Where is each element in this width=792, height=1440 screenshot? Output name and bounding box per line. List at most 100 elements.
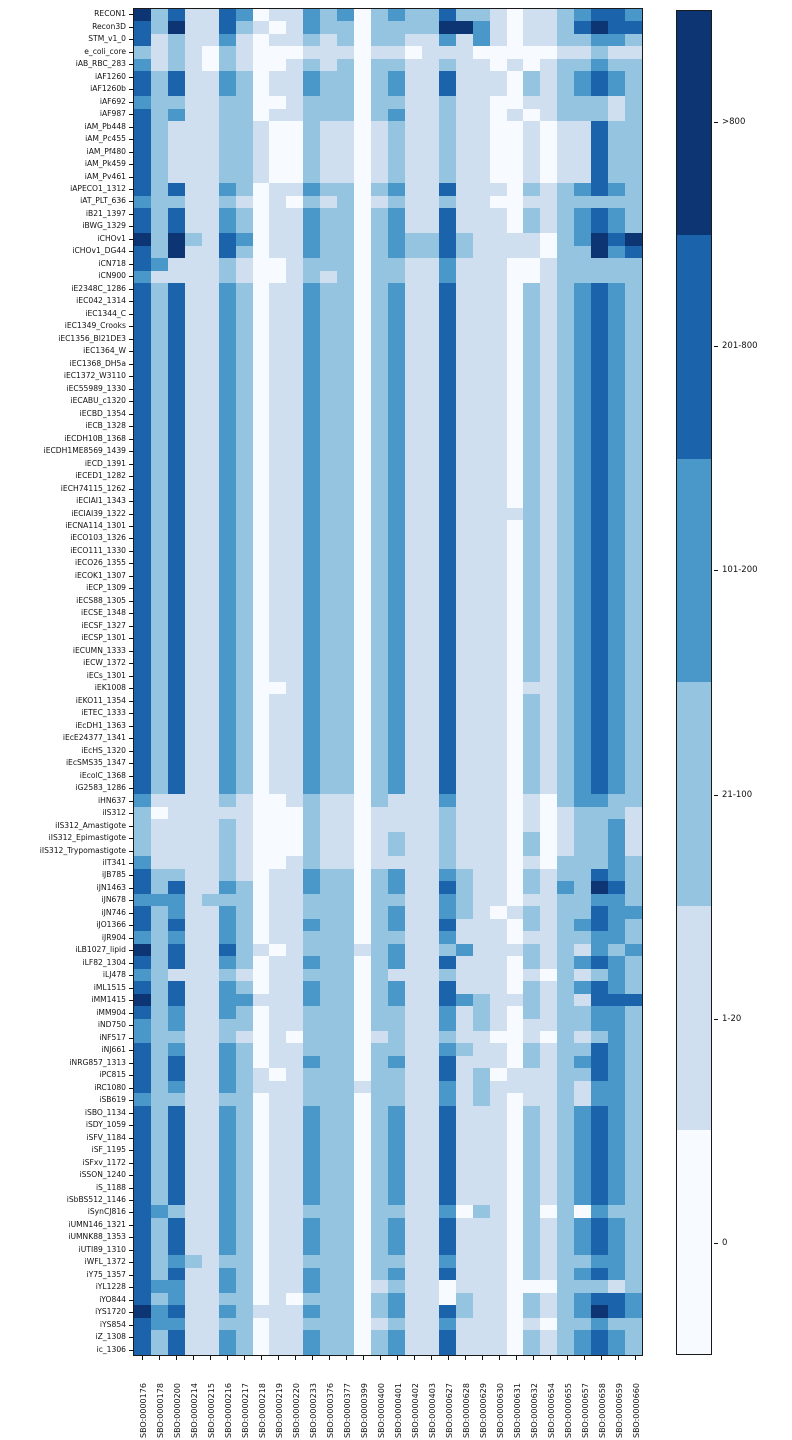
heatmap-cell xyxy=(455,582,473,595)
heatmap-cell xyxy=(472,981,490,994)
heatmap-cell xyxy=(421,357,439,371)
heatmap-cell xyxy=(540,1192,558,1206)
heatmap-cell xyxy=(540,519,558,533)
heatmap-cell xyxy=(421,906,439,919)
heatmap-cell xyxy=(303,694,321,707)
heatmap-cell xyxy=(472,1180,490,1193)
heatmap-cell xyxy=(591,195,609,209)
heatmap-cell xyxy=(404,1168,422,1181)
heatmap-cell xyxy=(134,283,151,296)
heatmap-cell xyxy=(354,1280,372,1293)
heatmap-cell xyxy=(421,744,439,757)
heatmap-cell xyxy=(557,195,575,209)
heatmap-cell xyxy=(387,420,405,433)
heatmap-cell xyxy=(557,96,575,109)
heatmap-cell xyxy=(421,370,439,383)
heatmap-cell xyxy=(371,183,388,196)
heatmap-cell xyxy=(421,1317,439,1331)
heatmap-cell xyxy=(404,108,422,122)
heatmap-cell xyxy=(387,931,405,944)
heatmap-cell xyxy=(506,83,524,97)
heatmap-cell xyxy=(134,1168,151,1181)
heatmap-cell xyxy=(218,1217,236,1231)
heatmap-cell xyxy=(303,931,321,944)
heatmap-cell xyxy=(134,993,151,1007)
heatmap-cell xyxy=(320,831,338,845)
heatmap-cell xyxy=(591,844,609,857)
row-label: iECUMN_1333 xyxy=(72,645,126,655)
heatmap-cell xyxy=(608,968,626,982)
heatmap-cell xyxy=(523,482,541,496)
heatmap-cell xyxy=(303,968,321,982)
heatmap-cell xyxy=(523,519,541,533)
heatmap-cell xyxy=(404,881,422,894)
heatmap-cell xyxy=(506,482,524,496)
heatmap-cell xyxy=(184,457,202,471)
heatmap-cell xyxy=(608,270,626,284)
heatmap-cell xyxy=(557,682,575,695)
heatmap-cell xyxy=(557,33,575,47)
heatmap-cell xyxy=(134,1068,151,1081)
heatmap-cell xyxy=(218,432,236,446)
heatmap-cell xyxy=(625,1280,642,1293)
heatmap-cell xyxy=(523,632,541,645)
heatmap-cell xyxy=(167,1255,185,1268)
heatmap-cell xyxy=(472,208,490,221)
heatmap-cell xyxy=(320,233,338,246)
heatmap-cell xyxy=(269,806,287,820)
heatmap-cell xyxy=(608,931,626,944)
heatmap-cell xyxy=(489,158,507,172)
heatmap-cell xyxy=(557,1068,575,1081)
heatmap-cell xyxy=(134,619,151,633)
heatmap-cell xyxy=(489,1030,507,1044)
heatmap-cell xyxy=(421,893,439,907)
heatmap-cell xyxy=(387,432,405,446)
heatmap-cell xyxy=(354,33,372,47)
heatmap-cell xyxy=(354,71,372,84)
heatmap-cell xyxy=(438,33,456,47)
row-label: iECBD_1354 xyxy=(79,408,126,418)
heatmap-cell xyxy=(540,906,558,919)
heatmap-cell xyxy=(625,756,642,770)
heatmap-cell xyxy=(167,968,185,982)
heatmap-cell xyxy=(387,706,405,720)
heatmap-cell xyxy=(371,1055,388,1069)
heatmap-cell xyxy=(167,333,185,346)
heatmap-cell xyxy=(218,83,236,97)
heatmap-cell xyxy=(591,893,609,907)
heatmap-cell xyxy=(269,669,287,682)
heatmap-cell xyxy=(303,1168,321,1181)
heatmap-cell xyxy=(252,357,270,371)
heatmap-cell xyxy=(354,121,372,134)
heatmap-cell xyxy=(421,594,439,608)
heatmap-cell xyxy=(455,345,473,358)
heatmap-cell xyxy=(608,283,626,296)
heatmap-cell xyxy=(286,345,304,358)
heatmap-cell xyxy=(320,121,338,134)
heatmap-cell xyxy=(167,594,185,608)
heatmap-cell xyxy=(438,906,456,919)
heatmap-cell xyxy=(218,1143,236,1156)
heatmap-cell xyxy=(201,1205,219,1218)
heatmap-cell xyxy=(574,470,592,483)
heatmap-cell xyxy=(150,1305,168,1318)
heatmap-cell xyxy=(489,208,507,221)
heatmap-cell xyxy=(184,1292,202,1306)
heatmap-cell xyxy=(150,158,168,172)
heatmap-cell xyxy=(608,868,626,882)
heatmap-cell xyxy=(218,706,236,720)
heatmap-cell xyxy=(574,1168,592,1181)
heatmap-cell xyxy=(608,906,626,919)
heatmap-cell xyxy=(540,744,558,757)
heatmap-cell xyxy=(269,781,287,795)
heatmap-cell xyxy=(320,1242,338,1256)
heatmap-cell xyxy=(167,407,185,421)
heatmap-cell xyxy=(354,345,372,358)
heatmap-cell xyxy=(540,133,558,147)
heatmap-cell xyxy=(540,968,558,982)
heatmap-cell xyxy=(150,694,168,707)
heatmap-cell xyxy=(404,258,422,271)
heatmap-cell xyxy=(574,1242,592,1256)
heatmap-cell xyxy=(523,569,541,583)
heatmap-cell xyxy=(540,594,558,608)
